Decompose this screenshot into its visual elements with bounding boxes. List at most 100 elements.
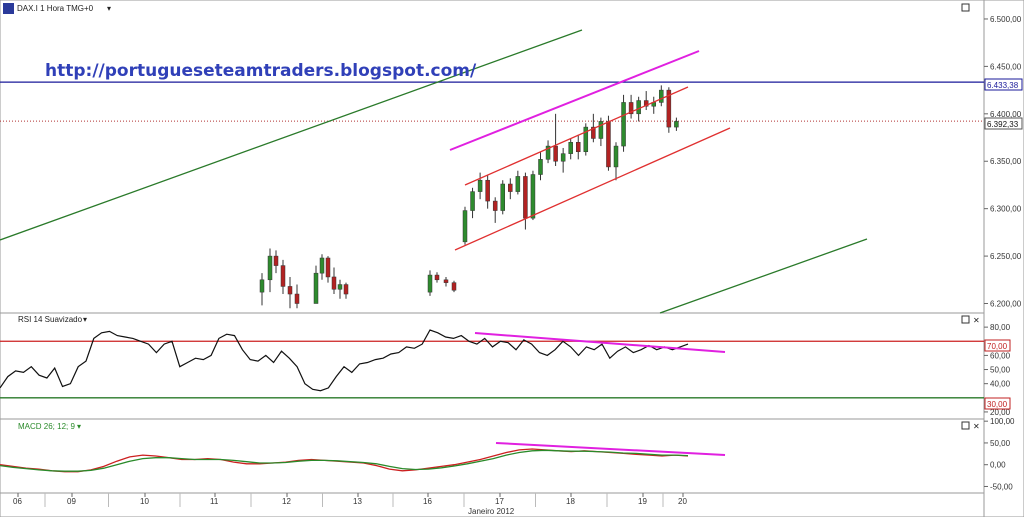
candle-body [337,284,343,290]
candle-body [538,159,543,175]
time-axis-label: 17 [495,497,504,506]
macd-plot [0,448,689,473]
channel-upper-line [464,86,689,186]
candle-body [500,183,505,211]
time-axis-month-label: Janeiro 2012 [468,507,515,516]
rsi-pane-close-icon[interactable]: ✕ [973,316,980,325]
candle-body [515,176,521,192]
price-pane-header: DAX.I 1 Hora TMG+0 ▾ [3,3,970,14]
candle-body [319,257,325,274]
rsi-tag-low-label: 30,00 [987,400,1008,409]
green-trendline-upper [0,29,583,241]
rsi-pane-title[interactable]: RSI 14 Suavizado [18,315,83,324]
macd-pane-maximize-icon[interactable] [961,421,970,430]
rsi-pane-maximize-icon[interactable] [961,315,970,324]
macd-pane-header: MACD 26; 12; 9 ▾ ✕ [18,421,980,431]
candle-body [621,102,626,147]
candle-body [659,89,664,103]
rsi-pane-dropdown-icon[interactable]: ▾ [83,315,87,324]
candle-body [443,279,449,283]
candle-body [273,255,279,266]
candle-body [267,255,273,281]
price-pane-maximize-icon[interactable] [961,3,970,12]
candle-body [294,293,300,304]
instrument-icon[interactable] [3,3,14,14]
candle-body [523,176,528,219]
price-pane [0,0,985,314]
rsi-axis-label: 40,00 [990,380,1011,389]
time-axis-label: 19 [638,497,647,506]
time-axis-label: 11 [210,497,219,506]
green-trendline-lower [659,238,868,314]
candle-body [477,179,483,192]
candle-body [280,265,286,287]
candle-body [598,121,604,139]
candle-body [530,174,536,219]
axes: 6.500,00 6.450,00 6.400,00 6.350,00 6.300,00… [13,15,1022,507]
price-tag-upper-label: 6.433,38 [987,81,1019,90]
candle-body [583,126,589,153]
price-tag-current: 6.392,33 [984,117,1023,130]
macd-axis-label: 0,00 [990,461,1006,470]
rsi-axis-label: 20,00 [990,408,1011,417]
magenta-trendline-rsi [474,332,726,353]
candle-body [492,200,498,211]
candle-body [259,279,265,293]
candle-body [325,257,331,278]
rsi-tag-low: 30,00 [984,397,1011,410]
rsi-axis-label: 50,00 [990,366,1011,375]
price-axis-label: 6.500,00 [990,15,1022,24]
time-axis-panel [0,492,985,517]
price-axis-label: 6.200,00 [990,300,1022,309]
rsi-plot [0,329,984,399]
candle-body [666,89,672,128]
candle-body [462,210,468,243]
blog-url-watermark: http://portugueseteamtraders.blogspot.co… [45,61,477,81]
candle-body [553,145,558,162]
macd-axis-label: 100,00 [990,417,1015,426]
candle-body [636,100,641,115]
macd-axis-label: -50,00 [990,482,1013,491]
candle-body [485,179,490,202]
time-axis-label: 16 [423,497,432,506]
candle-body [451,282,457,291]
time-axis-label: 10 [140,497,149,506]
rsi-axis-label: 80,00 [990,323,1011,332]
candle-body [613,145,619,168]
price-axis-label: 6.300,00 [990,205,1022,214]
price-axis-label: 6.350,00 [990,157,1022,166]
macd-pane-title[interactable]: MACD 26; 12; 9 [18,422,75,431]
candle-body [545,145,551,160]
price-axis-label: 6.450,00 [990,62,1022,71]
price-pane-title[interactable]: DAX.I 1 Hora TMG+0 [17,4,94,13]
candle-body [343,284,349,295]
price-plot [0,81,984,309]
rsi-pane-header: RSI 14 Suavizado ▾ ✕ [18,315,980,325]
price-axis-label: 6.400,00 [990,110,1022,119]
time-axis-label: 18 [566,497,575,506]
candle-body [674,121,679,128]
candle-body [508,183,513,192]
time-axis-label: 20 [678,497,687,506]
rsi-tag-high-label: 70,00 [987,342,1008,351]
magenta-trendline-macd [495,442,726,456]
macd-axis-label: 50,00 [990,439,1011,448]
candle-body [313,272,319,304]
candle-body [606,121,611,168]
candle-body [427,274,433,293]
candle-body [560,153,566,162]
time-axis-label: 12 [282,497,291,506]
price-tag-upper: 6.433,38 [984,78,1023,91]
magenta-trendline-price [449,50,700,151]
rsi-line [0,329,689,392]
candle-body [576,142,581,153]
macd-pane-dropdown-icon[interactable]: ▾ [77,422,81,431]
macd-pane-close-icon[interactable]: ✕ [973,422,980,431]
macd-signal-line [0,449,689,472]
time-axis-label: 09 [67,497,76,506]
candle-body [434,274,440,281]
rsi-axis-label: 60,00 [990,351,1011,360]
price-pane-dropdown-icon[interactable]: ▾ [107,4,111,13]
channel-lower-line [454,127,731,251]
